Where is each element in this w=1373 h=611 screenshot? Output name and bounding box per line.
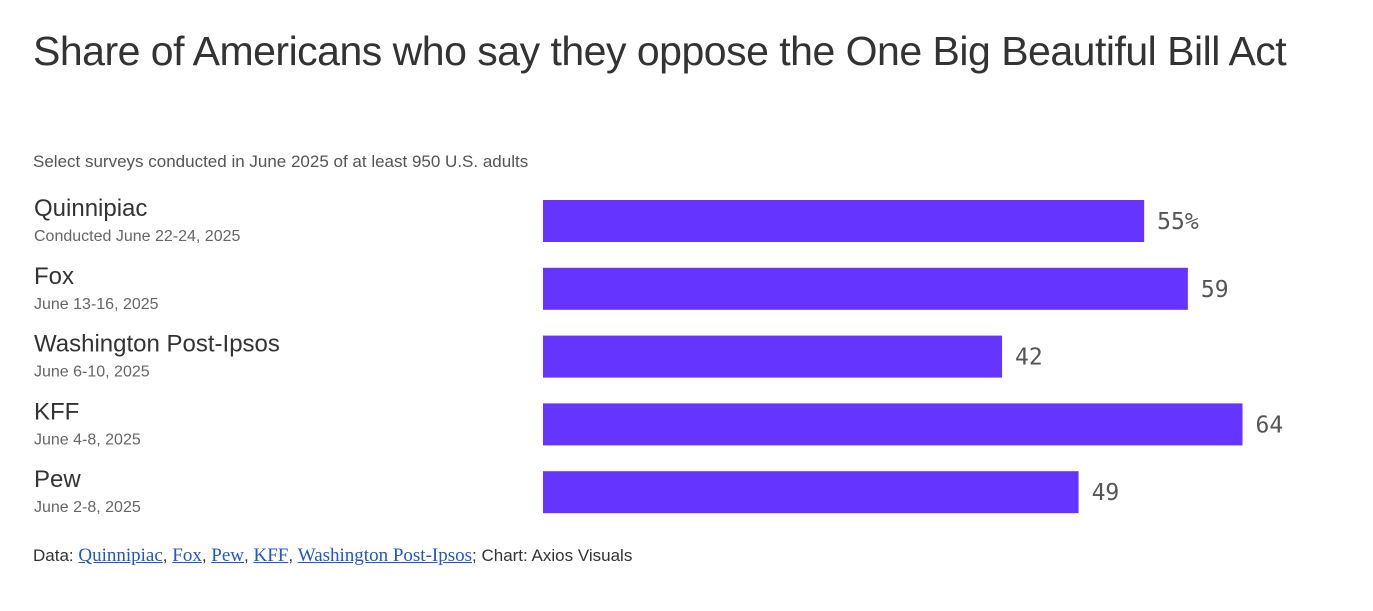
source-link-fox[interactable]: Fox bbox=[172, 545, 202, 566]
row-date: June 4-8, 2025 bbox=[34, 431, 141, 448]
footer-separator: , bbox=[244, 546, 254, 565]
bar-pew bbox=[543, 471, 1079, 514]
bar-chart: Quinnipiac Conducted June 22-24, 2025 55% F… bbox=[34, 195, 1284, 516]
row-label-pew: Pew bbox=[34, 466, 81, 493]
bar-value-label: 42 bbox=[1015, 345, 1043, 371]
row-label-fox: Fox bbox=[34, 263, 74, 290]
row-date: Conducted June 22-24, 2025 bbox=[34, 228, 240, 245]
footer-suffix: ; Chart: Axios Visuals bbox=[472, 546, 633, 565]
bar-quinnipiac bbox=[543, 200, 1145, 242]
bar-fox bbox=[543, 267, 1188, 310]
row-label-washington-post-ipsos: Washington Post-Ipsos bbox=[34, 331, 280, 358]
source-link-kff[interactable]: KFF bbox=[253, 545, 289, 566]
footer-separator: , bbox=[162, 546, 173, 565]
footer-sources: Quinnipiac, Fox, Pew, KFF, Washington Po… bbox=[78, 545, 473, 566]
row-date: June 6-10, 2025 bbox=[34, 364, 150, 381]
row-label-kff: KFF bbox=[34, 398, 79, 425]
source-link-pew[interactable]: Pew bbox=[211, 545, 245, 566]
chart-subtitle: Select surveys conducted in June 2025 of… bbox=[33, 152, 529, 171]
footer-prefix: Data: bbox=[33, 546, 79, 565]
row-date: June 13-16, 2025 bbox=[34, 296, 159, 313]
footer-separator: , bbox=[288, 546, 298, 565]
row-date: June 2-8, 2025 bbox=[34, 499, 141, 516]
footer-separator: , bbox=[201, 546, 212, 565]
bar-value-label: 59 bbox=[1201, 277, 1229, 303]
bar-value-label: 64 bbox=[1256, 412, 1284, 438]
bar-washington-post-ipsos bbox=[543, 335, 1003, 378]
source-link-quinnipiac[interactable]: Quinnipiac bbox=[78, 545, 163, 566]
chart-title: Share of Americans who say they oppose t… bbox=[33, 28, 1287, 74]
row-label-quinnipiac: Quinnipiac bbox=[34, 195, 147, 222]
footer: Data: Quinnipiac, Fox, Pew, KFF, Washing… bbox=[33, 545, 632, 567]
bar-value-label: 55% bbox=[1157, 209, 1199, 235]
bar-value-label: 49 bbox=[1092, 480, 1120, 506]
source-link-washington-post-ipsos[interactable]: Washington Post-Ipsos bbox=[297, 545, 473, 566]
bar-kff bbox=[543, 403, 1243, 446]
